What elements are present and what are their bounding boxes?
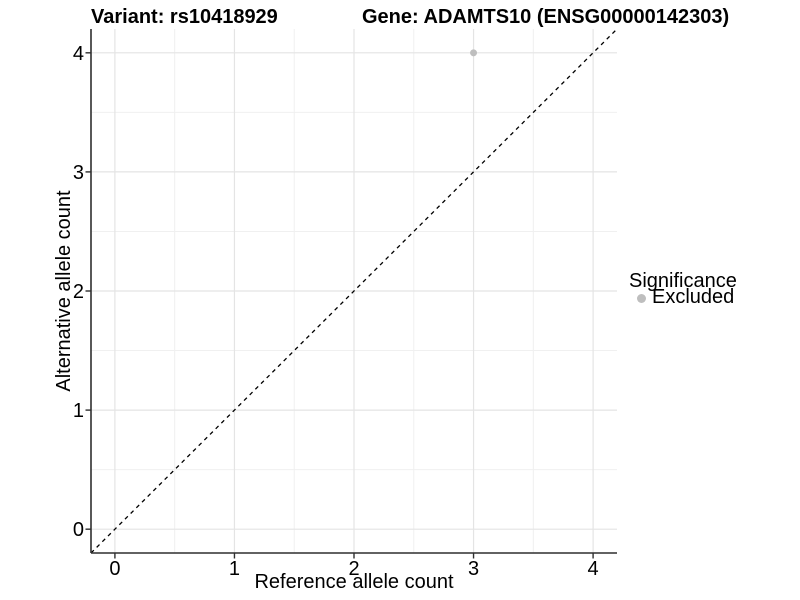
legend-item-excluded: Excluded <box>652 286 735 308</box>
y-tick-label: 0 <box>73 519 84 541</box>
plot-title-variant: Variant: rs10418929 <box>91 6 278 28</box>
legend-key-dot-icon <box>637 294 646 303</box>
y-axis-title: Alternative allele count <box>53 190 75 392</box>
legend-title: Significance <box>629 270 737 292</box>
y-tick-label: 1 <box>73 400 84 422</box>
y-tick-label: 2 <box>73 281 84 303</box>
x-tick-label: 1 <box>229 558 240 580</box>
x-tick-label: 4 <box>588 558 599 580</box>
x-tick-label: 2 <box>348 558 359 580</box>
x-tick-label: 0 <box>109 558 120 580</box>
y-tick-label: 3 <box>73 162 84 184</box>
y-tick-label: 4 <box>73 43 84 65</box>
identity-line <box>90 28 618 554</box>
x-tick-label: 3 <box>468 558 479 580</box>
plot-title-gene: Gene: ADAMTS10 (ENSG00000142303) <box>362 6 730 28</box>
data-point <box>470 49 478 57</box>
x-axis-title: Reference allele count <box>254 571 454 593</box>
